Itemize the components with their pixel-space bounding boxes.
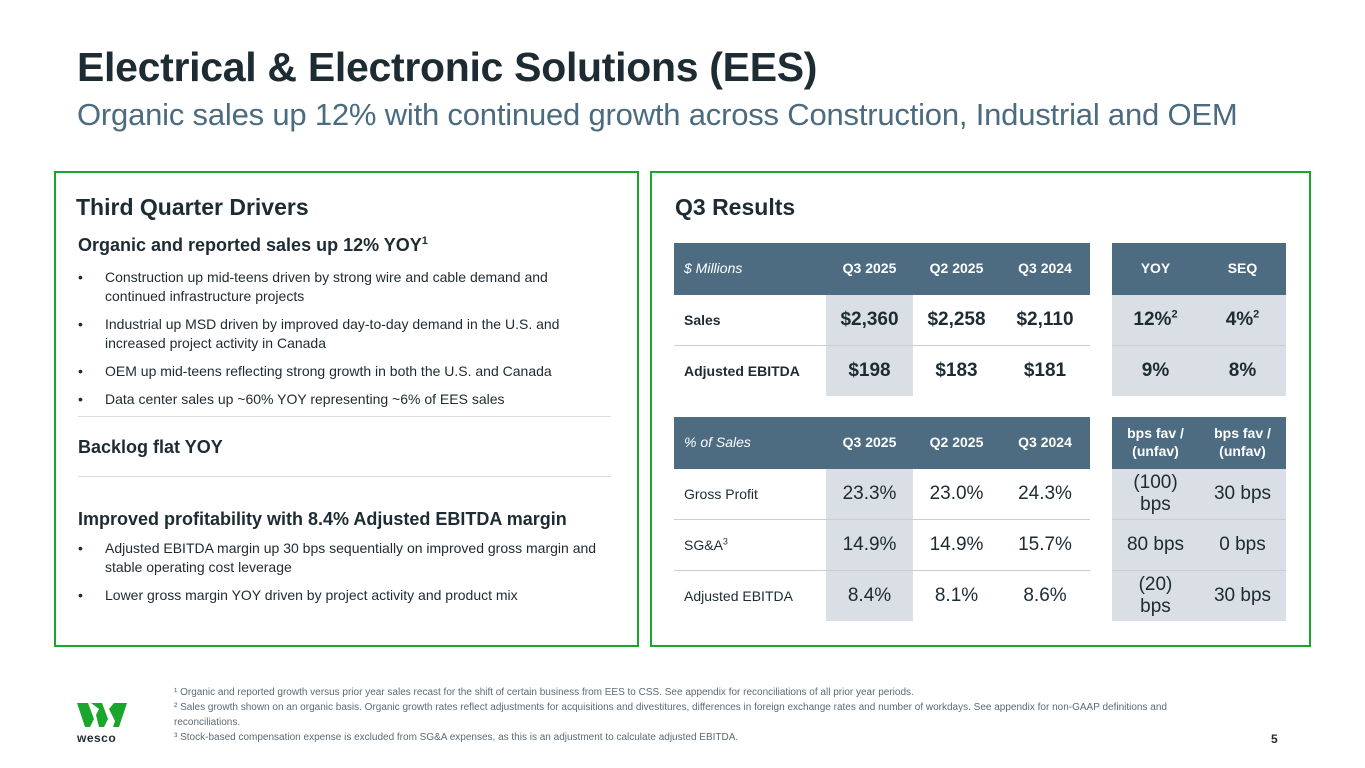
table-row: Adjusted EBITDA $198 $183 $181 — [674, 345, 1090, 396]
table-cell: 8% — [1199, 345, 1286, 396]
results-dollars-table: $ Millions Q3 2025 Q2 2025 Q3 2024 Sales… — [674, 243, 1090, 396]
column-header: Q2 2025 — [913, 417, 1000, 469]
bullet-icon: • — [78, 540, 83, 556]
bullet-icon: • — [78, 269, 83, 285]
q3-results-panel: Q3 Results $ Millions Q3 2025 Q2 2025 Q3… — [650, 171, 1311, 647]
table-cell: 12%2 — [1112, 294, 1199, 346]
table-cell: 14.9% — [913, 519, 1000, 571]
footnote-ref: 3 — [722, 535, 728, 546]
sales-bullet-list: • Construction up mid-teens driven by str… — [78, 268, 598, 418]
table-row: (20) bps 30 bps — [1112, 570, 1286, 621]
table-cell: 0 bps — [1199, 519, 1286, 571]
column-header: $ Millions — [674, 243, 826, 295]
column-header: bps fav / (unfav) — [1199, 417, 1286, 469]
column-header: Q3 2024 — [1000, 243, 1090, 295]
table-row: Sales $2,360 $2,258 $2,110 — [674, 294, 1090, 346]
row-label: SG&A3 — [674, 519, 826, 571]
results-growth-table: YOY SEQ 12%2 4%2 9% 8% — [1112, 243, 1286, 396]
table-cell: 23.0% — [913, 468, 1000, 520]
table-cell: (20) bps — [1112, 570, 1199, 621]
wesco-logo-icon — [77, 703, 127, 727]
footnote-3: ³ Stock-based compensation expense is ex… — [174, 732, 739, 743]
column-header: Q2 2025 — [913, 243, 1000, 295]
table-row: 80 bps 0 bps — [1112, 519, 1286, 571]
table-header-row: YOY SEQ — [1112, 243, 1286, 295]
section-divider — [78, 416, 611, 417]
row-label: Adjusted EBITDA — [684, 587, 793, 604]
footnote-2: ² Sales growth shown on an organic basis… — [174, 702, 1167, 728]
table-cell: 8.1% — [934, 584, 979, 606]
logo-wordmark: wesco — [77, 731, 117, 745]
column-header: YOY — [1112, 243, 1199, 295]
table-cell: 30 bps — [1199, 468, 1286, 520]
footnote-1: ¹ Organic and reported growth versus pri… — [174, 687, 914, 698]
third-quarter-drivers-panel: Third Quarter Drivers Organic and report… — [54, 171, 639, 647]
column-header: SEQ — [1199, 243, 1286, 295]
table-cell: 15.7% — [1000, 519, 1090, 571]
bullet-icon: • — [78, 391, 83, 407]
table-cell: 80 bps — [1112, 519, 1199, 571]
table-row: Gross Profit 23.3% 23.0% 24.3% — [674, 468, 1090, 520]
table-cell: $181 — [1023, 359, 1067, 381]
footnotes: ¹ Organic and reported growth versus pri… — [174, 685, 1224, 745]
table-cell: $2,360 — [826, 294, 913, 346]
section-divider — [78, 476, 611, 477]
table-cell: 30 bps — [1199, 570, 1286, 621]
table-header-row: $ Millions Q3 2025 Q2 2025 Q3 2024 — [674, 243, 1090, 295]
footnote-ref: 2 — [1171, 308, 1178, 321]
table-header-row: % of Sales Q3 2025 Q2 2025 Q3 2024 — [674, 417, 1090, 469]
table-cell: 9% — [1112, 345, 1199, 396]
panel-heading-drivers: Third Quarter Drivers — [76, 194, 309, 220]
row-label: Adjusted EBITDA — [684, 362, 800, 379]
footnote-ref: 1 — [421, 235, 428, 247]
section-heading-backlog: Backlog flat YOY — [78, 437, 223, 457]
table-cell: 8.4% — [826, 570, 913, 621]
page-title: Electrical & Electronic Solutions (EES) — [77, 44, 818, 90]
table-row: 9% 8% — [1112, 345, 1286, 396]
column-header: Q3 2024 — [1000, 417, 1090, 469]
results-bps-table: bps fav / (unfav) bps fav / (unfav) (100… — [1112, 417, 1286, 621]
page-number: 5 — [1271, 732, 1278, 746]
page-subtitle: Organic sales up 12% with continued grow… — [77, 97, 1238, 132]
list-item: • Industrial up MSD driven by improved da… — [78, 316, 560, 351]
bullet-icon: • — [78, 363, 83, 379]
table-cell: $198 — [826, 345, 913, 396]
table-row: 12%2 4%2 — [1112, 294, 1286, 346]
table-cell: $183 — [935, 359, 978, 381]
panel-heading-results: Q3 Results — [675, 194, 796, 220]
table-cell: $2,258 — [913, 294, 1000, 346]
column-header: Q3 2025 — [826, 243, 913, 295]
table-header-row: bps fav / (unfav) bps fav / (unfav) — [1112, 417, 1286, 469]
table-row: SG&A3 14.9% 14.9% 15.7% — [674, 519, 1090, 571]
row-label: Gross Profit — [674, 468, 826, 520]
table-cell: 14.9% — [826, 519, 913, 571]
table-cell: 23.3% — [826, 468, 913, 520]
table-row: Adjusted EBITDA 8.4% 8.1% 8.6% — [674, 570, 1090, 621]
table-cell: (100) bps — [1112, 468, 1199, 520]
list-item: • Data center sales up ~60% YOY represent… — [78, 391, 505, 407]
list-item: • Construction up mid-teens driven by str… — [78, 269, 548, 304]
column-header: bps fav / (unfav) — [1112, 417, 1199, 469]
results-margin-table: % of Sales Q3 2025 Q2 2025 Q3 2024 Gross… — [674, 417, 1090, 621]
table-row: (100) bps 30 bps — [1112, 468, 1286, 520]
bullet-icon: • — [78, 316, 83, 332]
profitability-bullet-list: • Adjusted EBITDA margin up 30 bps sequen… — [78, 539, 598, 614]
list-item: • Adjusted EBITDA margin up 30 bps sequen… — [78, 540, 597, 575]
column-header: Q3 2025 — [826, 417, 913, 469]
section-heading-sales: Organic and reported sales up 12% YOY1 — [78, 235, 428, 255]
bullet-icon: • — [78, 587, 83, 603]
row-label: Sales — [674, 294, 826, 346]
table-cell: $2,110 — [1000, 294, 1090, 346]
table-cell: 8.6% — [1023, 584, 1067, 606]
footnote-ref: 2 — [1253, 308, 1260, 321]
list-item: • OEM up mid-teens reflecting strong grow… — [78, 363, 552, 379]
table-cell: 24.3% — [1000, 468, 1090, 520]
section-heading-profitability: Improved profitability with 8.4% Adjuste… — [78, 509, 567, 529]
column-header: % of Sales — [674, 417, 826, 469]
table-cell: 4%2 — [1199, 294, 1286, 346]
list-item: • Lower gross margin YOY driven by projec… — [78, 587, 518, 603]
